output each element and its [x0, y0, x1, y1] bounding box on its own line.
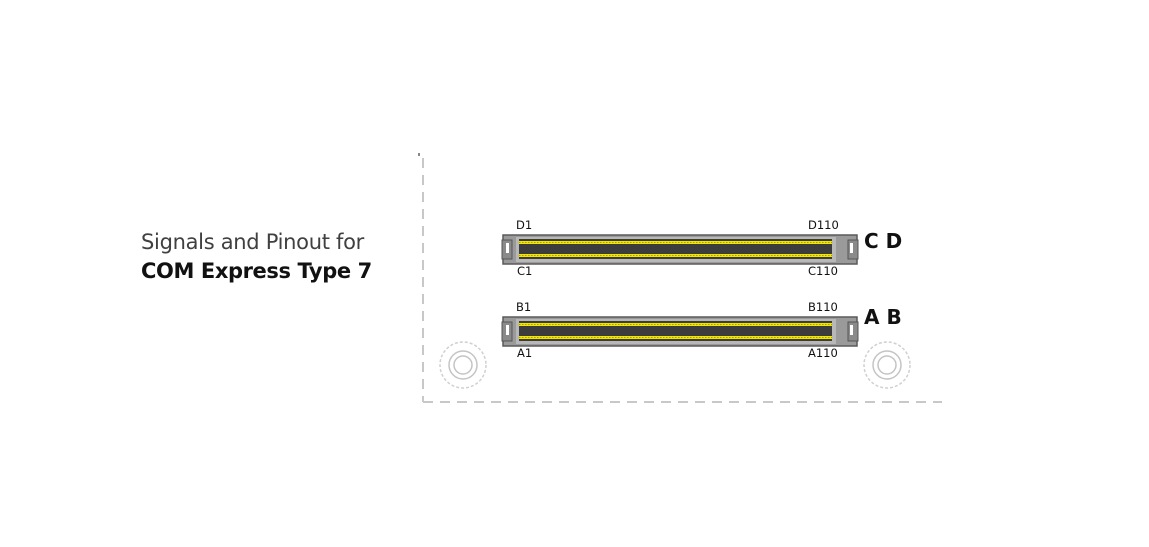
- label-a1: A1: [517, 346, 532, 360]
- connector-ab-left-notch: [506, 325, 509, 335]
- diagram-title: Signals and Pinout for COM Express Type …: [141, 228, 401, 286]
- label-d1: D1: [516, 218, 532, 232]
- label-b1: B1: [516, 300, 531, 314]
- mounting-hole-right: [863, 341, 911, 389]
- connector-ab-right-notch: [850, 325, 853, 335]
- mounting-hole-left: [439, 341, 487, 389]
- label-c1: C1: [517, 264, 532, 278]
- title-line-1: Signals and Pinout for: [141, 230, 364, 254]
- title-line-2: COM Express Type 7: [141, 259, 372, 283]
- label-a110: A110: [808, 346, 838, 360]
- board-corner-mark: [418, 153, 420, 156]
- connector-cd: [501, 234, 859, 265]
- board-outline: [422, 158, 942, 403]
- label-b110: B110: [808, 300, 838, 314]
- label-c110: C110: [808, 264, 838, 278]
- label-d110: D110: [808, 218, 839, 232]
- connector-cd-left-notch: [506, 243, 509, 253]
- connector-ab: [501, 316, 859, 347]
- row-label-ab: A B: [864, 305, 902, 329]
- connector-cd-right-notch: [850, 243, 853, 253]
- row-label-cd: C D: [864, 229, 902, 253]
